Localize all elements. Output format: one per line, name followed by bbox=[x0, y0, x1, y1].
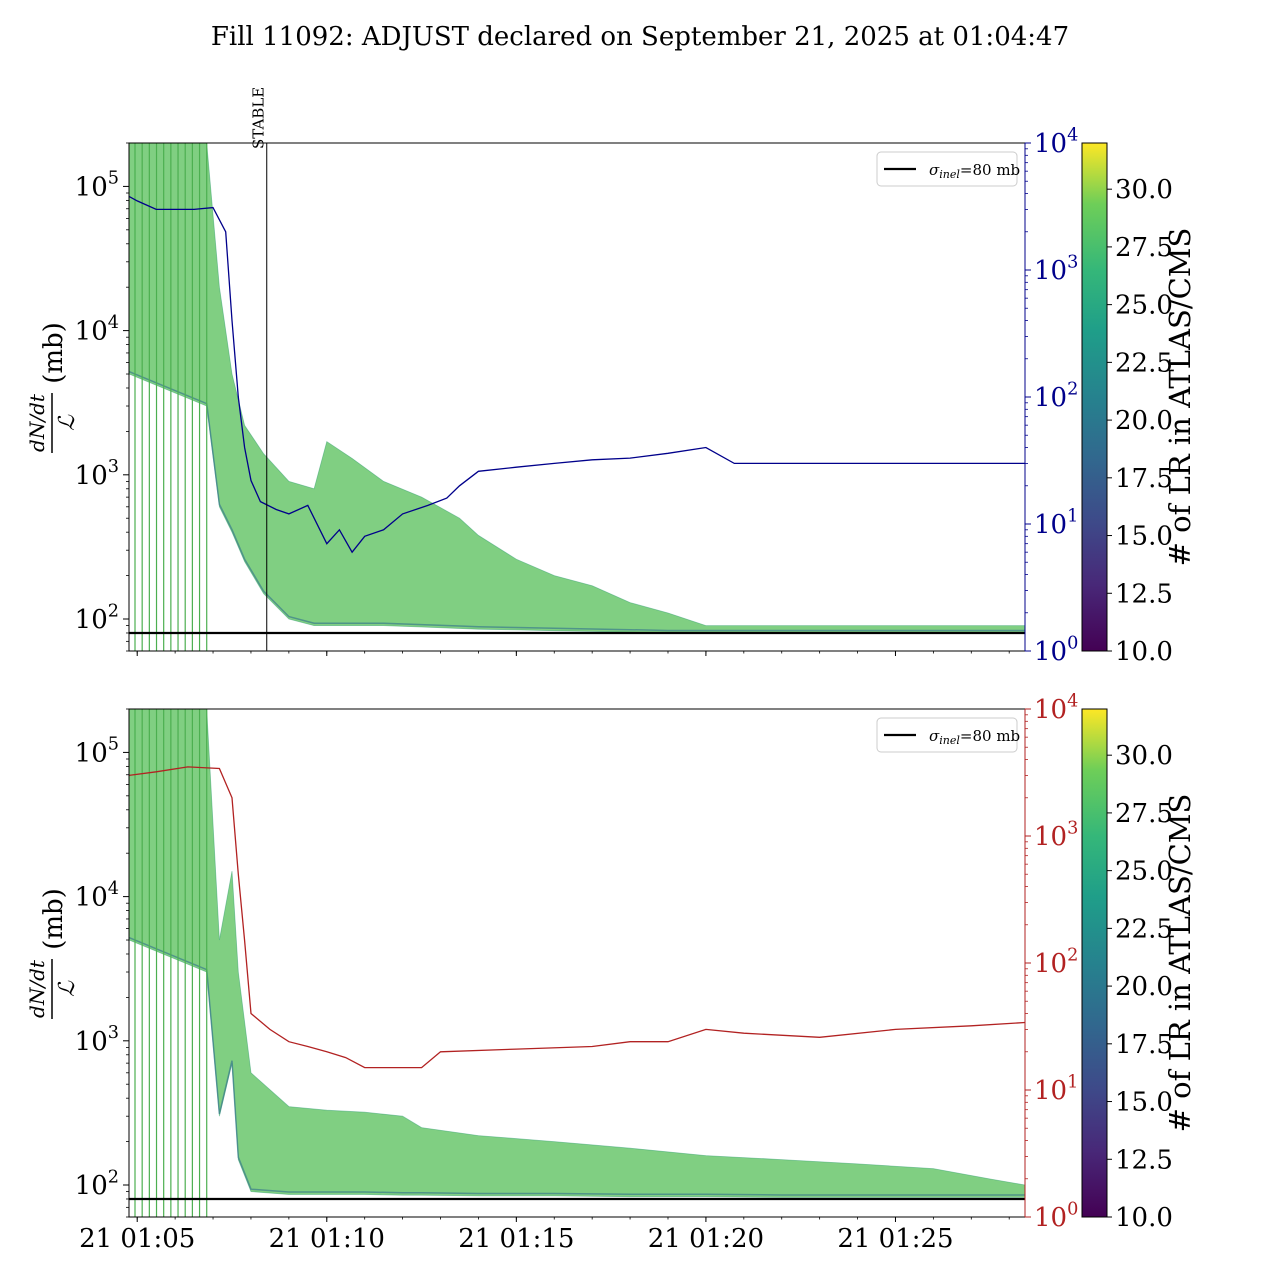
colorbar-tick-label: 10.0 bbox=[1115, 637, 1173, 667]
right-y-tick-label: 103 bbox=[1034, 252, 1078, 286]
band-lower-edge-line bbox=[129, 370, 1025, 632]
bottom-right-axis-series-line bbox=[129, 766, 1025, 1069]
colorbar-tick-label: 25.0 bbox=[1115, 857, 1173, 887]
top-legend: σinel=80 mb bbox=[876, 151, 1020, 187]
colorbar-tick-label: 22.5 bbox=[1115, 914, 1173, 944]
band-envelope-area bbox=[129, 143, 1025, 634]
colorbar-tick-label: 15.0 bbox=[1115, 522, 1173, 552]
bottom-band-area bbox=[129, 709, 1025, 1198]
bottom-colorbar-label: # of LR in ATLAS/CMS bbox=[1163, 794, 1197, 1133]
bottom-x-ticks: 21 01:05 21 01:10 21 01:15 21 01:20 21 01:25 bbox=[79, 1217, 1010, 1254]
bottom-left-y-ticks: 102 103 104 105 bbox=[75, 708, 129, 1218]
bottom-legend-sigma: σ bbox=[929, 727, 940, 745]
colorbar-tick-label: 20.0 bbox=[1115, 972, 1173, 1002]
bottom-legend-box bbox=[876, 717, 1018, 753]
top-y-axis-label: dN/dt ℒ (mb) bbox=[25, 322, 80, 453]
colorbar-tick-label: 10.0 bbox=[1115, 1203, 1173, 1233]
left-y-tick-label: 102 bbox=[75, 601, 119, 635]
top-colorbar bbox=[1081, 142, 1108, 652]
right-y-tick-label: 101 bbox=[1034, 506, 1078, 540]
colorbar-tick-label: 25.0 bbox=[1115, 291, 1173, 321]
bottom-right-y-ticks: 100 101 102 103 104 bbox=[1025, 691, 1078, 1233]
bottom-legend-rest: =80 mb bbox=[960, 727, 1020, 745]
band-envelope-area bbox=[129, 709, 1025, 1198]
top-colorbar-ticks: 10.0 12.5 15.0 17.5 20.0 22.5 25.0 27.5 30.0 bbox=[1107, 175, 1173, 667]
top-legend-sigma: σ bbox=[929, 161, 940, 179]
top-left-y-ticks: 102 103 104 105 bbox=[75, 142, 129, 652]
bottom-legend: σinel=80 mb bbox=[876, 717, 1020, 753]
colorbar-tick-label: 12.5 bbox=[1115, 1145, 1173, 1175]
top-x-ticks bbox=[136, 651, 1010, 656]
colorbar-tick-label: 22.5 bbox=[1115, 348, 1173, 378]
colorbar-tick-label: 30.0 bbox=[1115, 741, 1173, 771]
colorbar-tick-label: 30.0 bbox=[1115, 175, 1173, 205]
left-y-tick-label: 105 bbox=[75, 735, 119, 769]
right-y-tick-label: 102 bbox=[1034, 379, 1078, 413]
top-ylabel-denominator: ℒ bbox=[55, 414, 80, 431]
bottom-colorbar-ticks: 10.0 12.5 15.0 17.5 20.0 22.5 25.0 27.5 30.0 bbox=[1107, 741, 1173, 1233]
x-tick-label: 21 01:25 bbox=[837, 1224, 953, 1254]
left-y-tick-label: 105 bbox=[75, 169, 119, 203]
right-y-tick-label: 103 bbox=[1034, 818, 1078, 852]
stable-label: STABLE bbox=[250, 87, 268, 149]
top-legend-box bbox=[876, 151, 1018, 187]
x-tick-label: 21 01:20 bbox=[648, 1224, 764, 1254]
right-y-tick-label: 104 bbox=[1034, 125, 1078, 159]
top-legend-sub: inel bbox=[939, 168, 960, 181]
top-panel: STABLE 102 103 104 105 100 101 102 103 104 dN/d… bbox=[25, 87, 1197, 667]
figure-title: Fill 11092: ADJUST declared on September… bbox=[211, 22, 1069, 52]
left-y-tick-label: 104 bbox=[75, 313, 119, 347]
top-ylabel-unit: (mb) bbox=[39, 322, 69, 384]
colorbar-tick-label: 27.5 bbox=[1115, 799, 1173, 829]
right-y-tick-label: 100 bbox=[1034, 1199, 1078, 1233]
top-legend-rest: =80 mb bbox=[960, 161, 1020, 179]
x-tick-label: 21 01:15 bbox=[458, 1224, 574, 1254]
bottom-ylabel-unit: (mb) bbox=[39, 888, 69, 950]
x-tick-label: 21 01:05 bbox=[79, 1224, 195, 1254]
right-y-tick-label: 100 bbox=[1034, 633, 1078, 667]
colorbar-tick-label: 12.5 bbox=[1115, 579, 1173, 609]
bottom-spike-lines bbox=[134, 709, 208, 1217]
bottom-colorbar bbox=[1081, 708, 1108, 1218]
top-ylabel-numerator: dN/dt bbox=[25, 393, 49, 452]
colorbar-tick-label: 17.5 bbox=[1115, 1030, 1173, 1060]
top-colorbar-label: # of LR in ATLAS/CMS bbox=[1163, 228, 1197, 567]
top-band-area bbox=[129, 143, 1025, 634]
bottom-ylabel-denominator: ℒ bbox=[55, 980, 80, 997]
right-y-tick-label: 102 bbox=[1034, 945, 1078, 979]
left-y-tick-label: 102 bbox=[75, 1167, 119, 1201]
x-tick-label: 21 01:10 bbox=[269, 1224, 385, 1254]
right-y-tick-label: 101 bbox=[1034, 1072, 1078, 1106]
colorbar-tick-label: 15.0 bbox=[1115, 1088, 1173, 1118]
bottom-ylabel-numerator: dN/dt bbox=[25, 959, 49, 1018]
left-y-tick-label: 104 bbox=[75, 879, 119, 913]
top-spike-lines bbox=[134, 143, 208, 651]
right-y-tick-label: 104 bbox=[1034, 691, 1078, 725]
bottom-panel: 21 01:05 21 01:10 21 01:15 21 01:20 21 01:25… bbox=[25, 691, 1197, 1254]
colorbar-tick-label: 17.5 bbox=[1115, 464, 1173, 494]
top-right-y-ticks: 100 101 102 103 104 bbox=[1025, 125, 1078, 667]
left-y-tick-label: 103 bbox=[75, 1023, 119, 1057]
bottom-legend-text: σinel=80 mb bbox=[929, 727, 1020, 747]
band-lower-edge-line bbox=[129, 936, 1025, 1196]
top-legend-text: σinel=80 mb bbox=[929, 161, 1020, 181]
colorbar-tick-label: 20.0 bbox=[1115, 406, 1173, 436]
top-right-axis-series-line bbox=[129, 195, 1025, 554]
bottom-y-axis-label: dN/dt ℒ (mb) bbox=[25, 888, 80, 1019]
left-y-tick-label: 103 bbox=[75, 457, 119, 491]
bottom-legend-sub: inel bbox=[939, 734, 960, 747]
colorbar-tick-label: 27.5 bbox=[1115, 233, 1173, 263]
